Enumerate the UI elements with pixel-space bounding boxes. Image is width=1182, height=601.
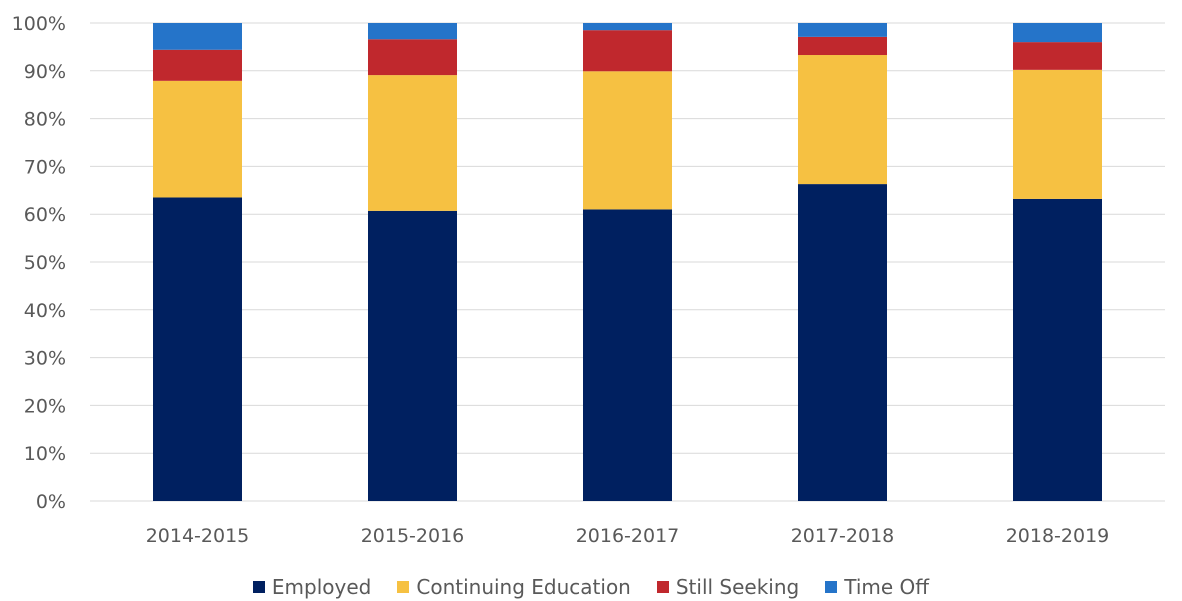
bar-segment-still-seeking bbox=[368, 39, 457, 76]
legend-swatch bbox=[825, 581, 838, 593]
x-tick-label: 2014-2015 bbox=[146, 525, 250, 547]
bar-segment-employed bbox=[1013, 198, 1102, 502]
bar-segment-time-off bbox=[583, 23, 672, 31]
x-tick-label: 2017-2018 bbox=[791, 525, 895, 547]
y-tick-label: 60% bbox=[24, 204, 66, 226]
legend-item: Time Off bbox=[825, 575, 929, 599]
bar-segment-employed bbox=[798, 184, 887, 501]
bar-segment-still-seeking bbox=[1013, 42, 1102, 70]
bar-segment-still-seeking bbox=[153, 49, 242, 81]
bar-segment-employed bbox=[583, 209, 672, 502]
bar-segment-continuing-education bbox=[368, 75, 457, 211]
bar-segment-continuing-education bbox=[798, 55, 887, 185]
y-tick-label: 30% bbox=[24, 348, 66, 370]
y-tick-label: 10% bbox=[24, 443, 66, 465]
y-tick-label: 0% bbox=[36, 491, 66, 513]
chart-legend: Employed Continuing Education Still Seekin… bbox=[0, 573, 1182, 601]
legend-swatch bbox=[397, 581, 410, 593]
legend-label: Continuing Education bbox=[416, 575, 631, 599]
bar-segment-still-seeking bbox=[798, 36, 887, 56]
legend-item: Continuing Education bbox=[397, 575, 631, 599]
bar-segment-employed bbox=[368, 210, 457, 501]
legend-swatch bbox=[656, 581, 669, 593]
bar-segment-time-off bbox=[368, 23, 457, 40]
y-tick-label: 40% bbox=[24, 300, 66, 322]
legend-item: Employed bbox=[252, 575, 372, 599]
y-tick-label: 80% bbox=[24, 109, 66, 131]
chart-plot-area: 0% 10% 20% 30% 40% 50% 60% 70% 80% 90% 100% 2014-20… bbox=[12, 13, 1165, 547]
x-tick-label: 2015-2016 bbox=[361, 525, 465, 547]
bar-segment-still-seeking bbox=[583, 30, 672, 72]
legend-label: Time Off bbox=[844, 575, 930, 599]
y-tick-label: 20% bbox=[24, 395, 66, 417]
bar-segment-continuing-education bbox=[583, 71, 672, 210]
legend-label: Still Seeking bbox=[675, 575, 800, 599]
bar-segment-time-off bbox=[798, 23, 887, 37]
legend-item: Still Seeking bbox=[656, 575, 800, 599]
x-tick-label: 2016-2017 bbox=[576, 525, 680, 547]
y-tick-label: 90% bbox=[24, 61, 66, 83]
bar-segment-time-off bbox=[153, 23, 242, 50]
bar-segment-time-off bbox=[1013, 23, 1102, 43]
y-tick-label: 70% bbox=[24, 156, 66, 178]
y-tick-label: 50% bbox=[24, 252, 66, 274]
x-tick-label: 2018-2019 bbox=[1006, 525, 1110, 547]
bar-segment-continuing-education bbox=[1013, 69, 1102, 199]
legend-label: Employed bbox=[271, 575, 372, 599]
bar-segment-employed bbox=[153, 197, 242, 501]
bar-segment-continuing-education bbox=[153, 80, 242, 198]
y-tick-label: 100% bbox=[12, 13, 66, 35]
legend-swatch bbox=[252, 581, 265, 593]
